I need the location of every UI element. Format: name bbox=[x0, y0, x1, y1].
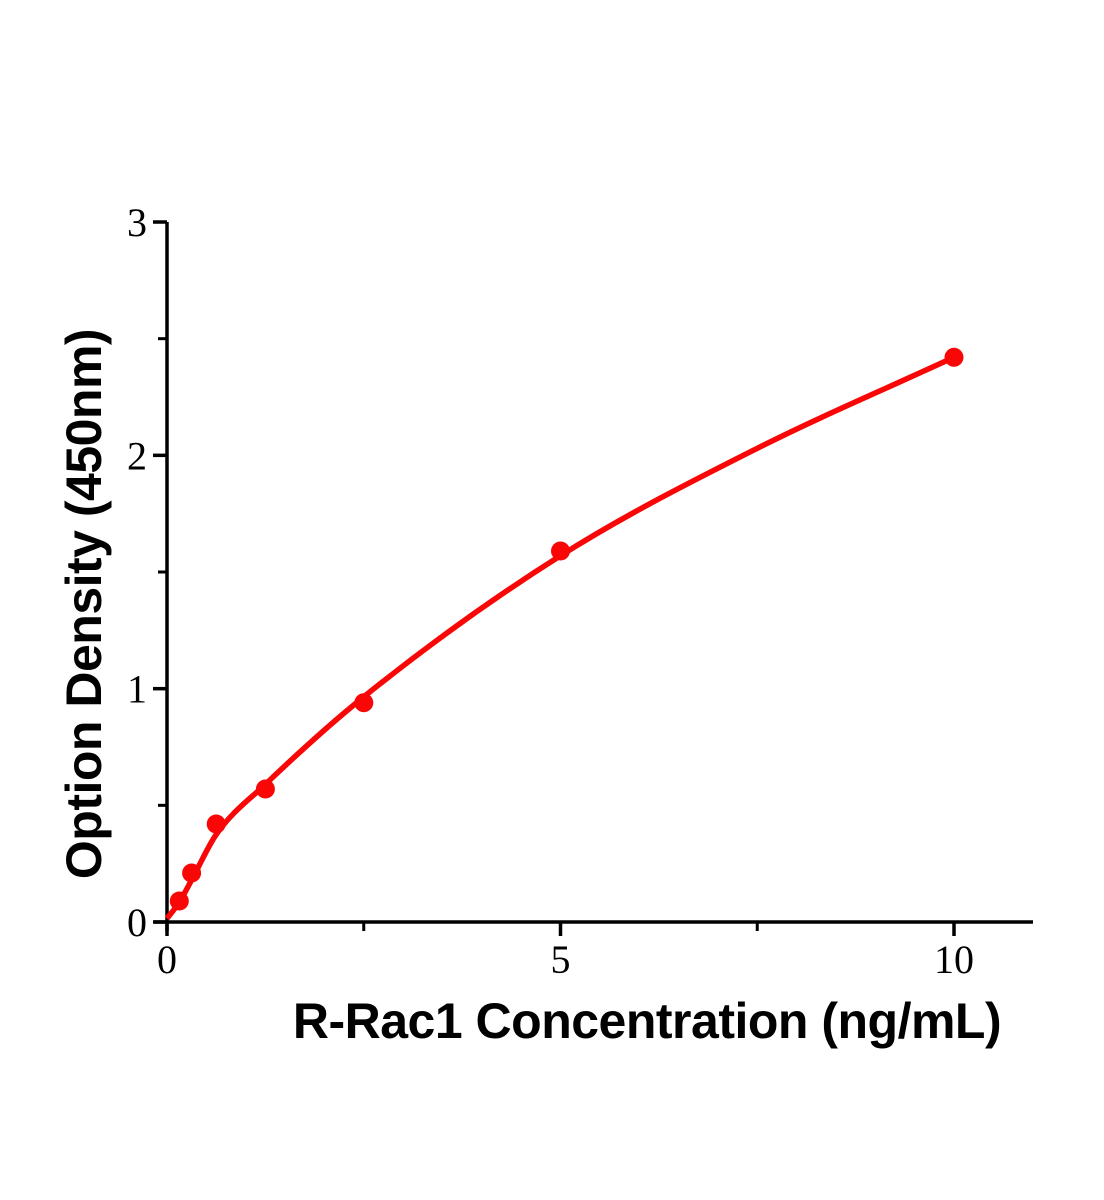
data-point bbox=[944, 347, 964, 367]
x-tick-label: 10 bbox=[934, 937, 974, 982]
data-point bbox=[206, 814, 226, 834]
y-tick-label: 0 bbox=[127, 900, 147, 945]
y-tick-label: 3 bbox=[127, 200, 147, 245]
data-point bbox=[255, 779, 275, 799]
data-point bbox=[354, 693, 374, 713]
data-point bbox=[551, 541, 570, 561]
y-tick-label: 2 bbox=[127, 433, 147, 478]
y-axis-title: Option Density (450nm) bbox=[56, 329, 112, 879]
data-point bbox=[169, 891, 189, 911]
fit-curve bbox=[164, 354, 956, 921]
data-point bbox=[182, 863, 202, 883]
x-axis-title: R-Rac1 Concentration (ng/mL) bbox=[293, 993, 1001, 1049]
plot-area: 0 5 10 0 1 2 3 bbox=[127, 200, 1033, 982]
x-tick-label: 5 bbox=[551, 937, 571, 982]
y-tick-label: 1 bbox=[127, 667, 147, 712]
x-tick-label: 0 bbox=[157, 937, 177, 982]
